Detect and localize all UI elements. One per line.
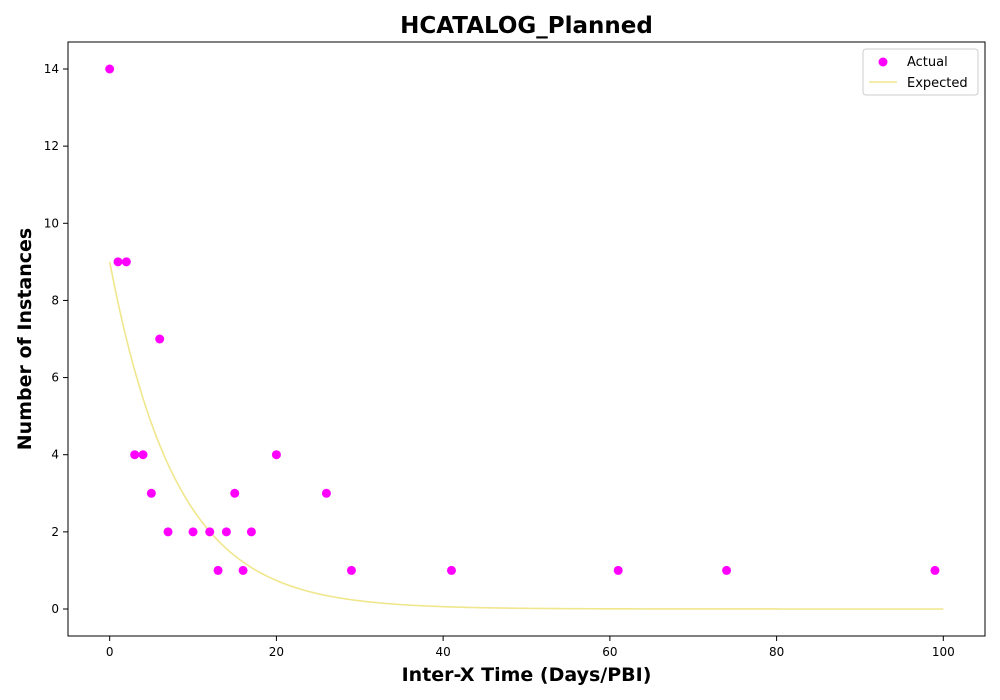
data-point bbox=[221, 527, 231, 537]
x-tick-label: 100 bbox=[932, 645, 955, 659]
series-layer bbox=[105, 64, 944, 610]
x-tick-label: 20 bbox=[269, 645, 284, 659]
plot-area bbox=[67, 41, 986, 637]
legend-label-expected: Expected bbox=[907, 76, 968, 91]
x-tick-label: 60 bbox=[602, 645, 617, 659]
data-point bbox=[230, 488, 240, 498]
expected-curve bbox=[108, 261, 944, 610]
data-point bbox=[138, 450, 148, 460]
x-tick-label: 0 bbox=[106, 645, 114, 659]
y-tick-label: 6 bbox=[51, 371, 59, 385]
data-point bbox=[213, 565, 223, 575]
x-axis-label: Inter-X Time (Days/PBI) bbox=[402, 664, 652, 686]
y-tick-label: 8 bbox=[51, 293, 59, 307]
data-point bbox=[238, 565, 248, 575]
data-point bbox=[321, 488, 331, 498]
data-point bbox=[188, 527, 198, 537]
chart-title: HCATALOG_Planned bbox=[400, 13, 653, 39]
legend: Actual Expected bbox=[862, 48, 979, 96]
y-tick-label: 10 bbox=[44, 216, 59, 230]
y-axis-label: Number of Instances bbox=[14, 228, 36, 450]
legend-label-actual: Actual bbox=[907, 55, 948, 70]
data-point bbox=[155, 334, 165, 344]
data-point bbox=[113, 257, 123, 267]
y-axis: 0 2 4 6 8 10 12 14 bbox=[44, 62, 68, 616]
data-point bbox=[246, 527, 256, 537]
y-tick-label: 0 bbox=[51, 602, 59, 616]
data-point bbox=[130, 450, 140, 460]
y-tick-label: 4 bbox=[51, 448, 59, 462]
data-point bbox=[271, 450, 281, 460]
data-point bbox=[205, 527, 215, 537]
y-tick-label: 12 bbox=[44, 139, 59, 153]
data-point bbox=[163, 527, 173, 537]
data-point bbox=[722, 565, 732, 575]
data-point bbox=[446, 565, 456, 575]
data-point bbox=[121, 257, 131, 267]
data-point bbox=[146, 488, 156, 498]
x-axis: 0 20 40 60 80 100 bbox=[106, 636, 955, 659]
data-point bbox=[105, 64, 115, 74]
data-point bbox=[346, 565, 356, 575]
legend-box bbox=[862, 48, 979, 96]
x-tick-label: 40 bbox=[435, 645, 450, 659]
y-tick-label: 14 bbox=[44, 62, 59, 76]
y-tick-label: 2 bbox=[51, 525, 59, 539]
x-tick-label: 80 bbox=[769, 645, 784, 659]
data-point bbox=[930, 565, 940, 575]
data-point bbox=[613, 565, 623, 575]
legend-marker-actual bbox=[878, 57, 888, 67]
